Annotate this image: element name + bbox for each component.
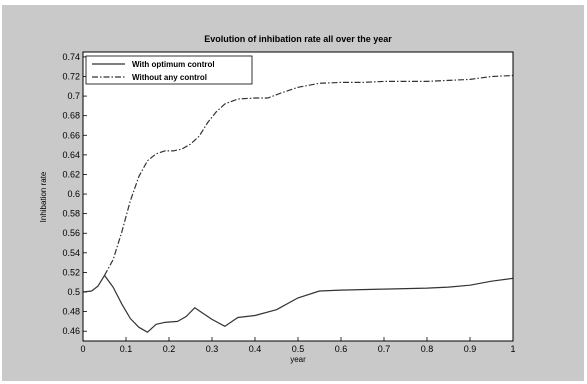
y-tick-label: 0.62 (62, 169, 80, 179)
y-tick-label: 0.58 (62, 209, 80, 219)
legend-label-no-control: Without any control (132, 73, 207, 82)
x-tick-label: 0.7 (378, 344, 391, 354)
x-tick-label: 0 (80, 344, 85, 354)
series-line-with-optimum-control (82, 274, 514, 333)
plot-frame (82, 51, 514, 342)
y-tick-label: 0.56 (62, 228, 80, 238)
y-tick-label: 0.48 (62, 307, 80, 317)
y-tick-label: 0.72 (62, 71, 80, 81)
y-tick-label: 0.66 (62, 130, 80, 140)
series-line-without-any-control (103, 74, 514, 276)
axis-ticks: 0 0.1 0.2 0.3 0.4 0.5 0.6 0.7 0.8 0.9 1 0.46 0.48 0.5… (62, 52, 515, 354)
chart-title: Evolution of inhibation rate all over th… (204, 34, 392, 44)
legend: With optimum control Without any control (85, 55, 253, 85)
y-tick-label: 0.46 (62, 326, 80, 336)
y-tick-label: 0.64 (62, 150, 80, 160)
x-axis-label: year (290, 355, 306, 364)
x-tick-label: 0.6 (335, 344, 348, 354)
y-axis-label: Inhibation rate (39, 171, 48, 222)
plot-area (83, 52, 513, 341)
series-layer (82, 74, 514, 333)
y-tick-label: 0.68 (62, 111, 80, 121)
y-tick-label: 0.54 (62, 248, 80, 258)
y-tick-label: 0.7 (67, 91, 80, 101)
x-tick-label: 0.3 (206, 344, 219, 354)
y-tick-label: 0.52 (62, 267, 80, 277)
legend-box (85, 55, 253, 85)
x-tick-label: 0.2 (163, 344, 176, 354)
x-tick-label: 0.8 (421, 344, 434, 354)
x-tick-label: 0.4 (249, 344, 262, 354)
y-tick-label: 0.6 (67, 189, 80, 199)
legend-label-optimum: With optimum control (132, 60, 215, 69)
x-tick-label: 1 (510, 344, 515, 354)
x-tick-label: 0.5 (292, 344, 305, 354)
x-tick-label: 0.1 (120, 344, 133, 354)
y-tick-label: 0.5 (67, 287, 80, 297)
x-tick-label: 0.9 (464, 344, 477, 354)
y-tick-label: 0.74 (62, 52, 80, 62)
